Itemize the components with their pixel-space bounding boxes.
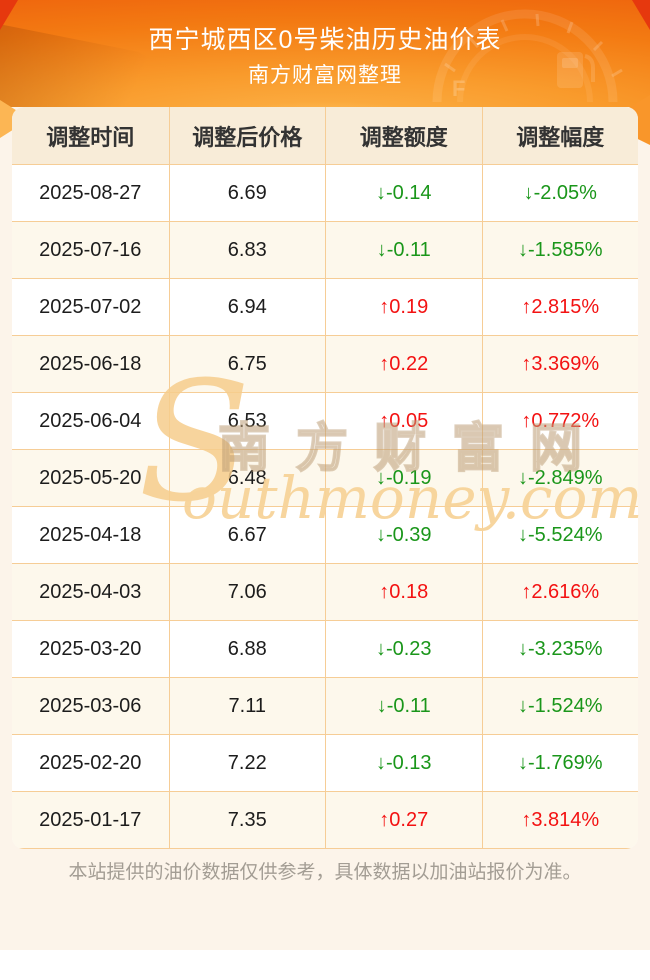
- table-header-row: 调整时间 调整后价格 调整额度 调整幅度: [12, 107, 638, 164]
- table-row: 2025-07-02 6.94 ↑0.19 ↑2.815%: [12, 278, 638, 335]
- corner-ribbon-left-decoration: [0, 0, 18, 30]
- table-row: 2025-02-20 7.22 ↓-0.13 ↓-1.769%: [12, 734, 638, 791]
- cell-price-after: 7.06: [168, 564, 326, 620]
- cell-adjust-pct: ↓-2.05%: [481, 165, 639, 221]
- cell-adjust-pct: ↓-1.524%: [481, 678, 639, 734]
- cell-adjust-date: 2025-01-17: [39, 808, 142, 831]
- cell-price-after: 6.88: [168, 621, 326, 677]
- table-row: 2025-03-20 6.88 ↓-0.23 ↓-3.235%: [12, 620, 638, 677]
- cell-adjust-amount: ↓-0.23: [325, 621, 482, 677]
- cell-adjust-amount: ↑0.19: [325, 279, 482, 335]
- cell-adjust-amount: ↑0.22: [325, 336, 482, 392]
- cell-price-after: 7.11: [168, 678, 326, 734]
- cell-adjust-amount: ↑0.18: [325, 564, 482, 620]
- cell-adjust-date: 2025-07-16: [39, 238, 142, 261]
- fuel-gauge-icon: F: [432, 9, 623, 103]
- cell-price-after: 7.35: [168, 792, 326, 848]
- corner-ribbon-right-decoration: [632, 0, 650, 30]
- cell-adjust-pct: ↑3.369%: [481, 336, 639, 392]
- cell-adjust-amount: ↑0.05: [325, 393, 482, 449]
- column-header-adjust-pct: 调整幅度: [481, 107, 639, 164]
- table-row: 2025-04-18 6.67 ↓-0.39 ↓-5.524%: [12, 506, 638, 563]
- fuel-pump-icon: [557, 52, 595, 88]
- table-body: 2025-08-27 6.69 ↓-0.14 ↓-2.05% 2025-07-1…: [12, 164, 638, 849]
- cell-adjust-pct: ↓-5.524%: [481, 507, 639, 563]
- table-row: 2025-06-18 6.75 ↑0.22 ↑3.369%: [12, 335, 638, 392]
- cell-adjust-date: 2025-08-27: [39, 181, 142, 204]
- cell-adjust-amount: ↓-0.11: [325, 222, 482, 278]
- banner: F 西宁城西区0号柴油历史油价表 南方财富网整理: [0, 0, 650, 135]
- cell-adjust-date: 2025-04-03: [39, 580, 142, 603]
- cell-price-after: 6.53: [168, 393, 326, 449]
- oil-price-table: 调整时间 调整后价格 调整额度 调整幅度 2025-08-27 6.69 ↓-0…: [12, 107, 638, 849]
- cell-adjust-date: 2025-03-06: [39, 694, 142, 717]
- cell-price-after: 6.67: [168, 507, 326, 563]
- cell-price-after: 6.69: [168, 165, 326, 221]
- cell-adjust-amount: ↓-0.39: [325, 507, 482, 563]
- cell-adjust-pct: ↑3.814%: [481, 792, 639, 848]
- cell-adjust-amount: ↓-0.14: [325, 165, 482, 221]
- cell-price-after: 6.83: [168, 222, 326, 278]
- cell-adjust-pct: ↑2.616%: [481, 564, 639, 620]
- cell-adjust-amount: ↓-0.11: [325, 678, 482, 734]
- cell-adjust-pct: ↓-1.585%: [481, 222, 639, 278]
- table-row: 2025-08-27 6.69 ↓-0.14 ↓-2.05%: [12, 164, 638, 221]
- cell-adjust-amount: ↑0.27: [325, 792, 482, 848]
- cell-adjust-pct: ↑0.772%: [481, 393, 639, 449]
- cell-adjust-date: 2025-05-20: [39, 466, 142, 489]
- cell-adjust-date: 2025-06-18: [39, 352, 142, 375]
- bottom-white-strip: [0, 950, 650, 980]
- table-row: 2025-01-17 7.35 ↑0.27 ↑3.814%: [12, 791, 638, 849]
- cell-price-after: 7.22: [168, 735, 326, 791]
- disclaimer-text: 本站提供的油价数据仅供参考，具体数据以加油站报价为准。: [68, 862, 582, 883]
- cell-adjust-date: 2025-03-20: [39, 637, 142, 660]
- column-header-adjust-date: 调整时间: [46, 124, 135, 150]
- table-row: 2025-07-16 6.83 ↓-0.11 ↓-1.585%: [12, 221, 638, 278]
- cell-adjust-date: 2025-06-04: [39, 409, 142, 432]
- page-title: 西宁城西区0号柴油历史油价表: [148, 26, 502, 54]
- column-header-adjust-amount: 调整额度: [325, 107, 482, 164]
- table-row: 2025-04-03 7.06 ↑0.18 ↑2.616%: [12, 563, 638, 620]
- gauge-f-label: F: [452, 76, 465, 101]
- cell-price-after: 6.94: [168, 279, 326, 335]
- cell-adjust-pct: ↓-1.769%: [481, 735, 639, 791]
- cell-adjust-date: 2025-02-20: [39, 751, 142, 774]
- cell-adjust-amount: ↓-0.13: [325, 735, 482, 791]
- cell-price-after: 6.75: [168, 336, 326, 392]
- table-row: 2025-05-20 6.48 ↓-0.19 ↓-2.849%: [12, 449, 638, 506]
- table-row: 2025-06-04 6.53 ↑0.05 ↑0.772%: [12, 392, 638, 449]
- cell-adjust-date: 2025-04-18: [39, 523, 142, 546]
- cell-adjust-pct: ↓-2.849%: [481, 450, 639, 506]
- page-subtitle: 南方财富网整理: [248, 64, 402, 87]
- cell-adjust-pct: ↑2.815%: [481, 279, 639, 335]
- cell-adjust-amount: ↓-0.19: [325, 450, 482, 506]
- column-header-price-after: 调整后价格: [168, 107, 326, 164]
- table-row: 2025-03-06 7.11 ↓-0.11 ↓-1.524%: [12, 677, 638, 734]
- cell-adjust-date: 2025-07-02: [39, 295, 142, 318]
- cell-adjust-pct: ↓-3.235%: [481, 621, 639, 677]
- cell-price-after: 6.48: [168, 450, 326, 506]
